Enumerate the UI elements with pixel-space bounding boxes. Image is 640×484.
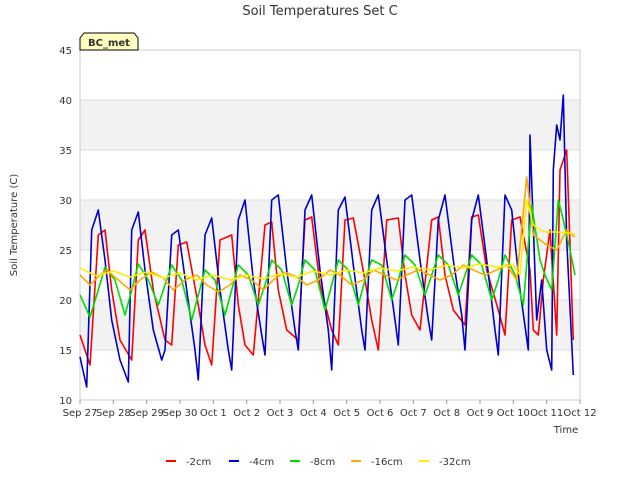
x-axis-label: Time (553, 425, 578, 436)
y-tick-label: 25 (59, 246, 72, 257)
legend: -2cm -4cm -8cm -16cm -32cm (166, 457, 471, 468)
x-tick-label: Sep 28 (96, 408, 131, 419)
series-line--2cm (79, 149, 575, 366)
x-tick-label: Oct 6 (367, 408, 394, 419)
legend-label--8cm: -8cm (310, 457, 335, 468)
legend-label--16cm: -16cm (371, 457, 403, 468)
x-tick-label: Oct 8 (433, 408, 460, 419)
x-tick-label: Oct 3 (267, 408, 294, 419)
x-tick-label: Oct 1 (200, 408, 227, 419)
x-tick-label: Oct 2 (233, 408, 260, 419)
plot-frame (79, 49, 581, 401)
station-label-box: BC_met (79, 32, 139, 51)
y-tick-label: 20 (59, 296, 72, 307)
series-line--32cm (79, 199, 576, 281)
y-axis-label: Soil Temperature (C) (9, 174, 20, 277)
x-tick-label: Oct 12 (563, 408, 596, 419)
x-tick-label: Sep 27 (63, 408, 98, 419)
x-tick-label: Oct 4 (300, 408, 327, 419)
x-tick-label: Oct 7 (400, 408, 427, 419)
legend-label--32cm: -32cm (439, 457, 471, 468)
station-label-shape (79, 32, 139, 51)
station-label: BC_met (88, 38, 130, 49)
y-axis-ticks: 10 15 20 25 30 35 40 45 (59, 46, 72, 407)
plot-bands (80, 100, 580, 350)
x-tick-label: Sep 29 (129, 408, 164, 419)
y-tick-label: 10 (59, 396, 72, 407)
chart-title: Soil Temperatures Set C (242, 4, 397, 19)
series-line--4cm (79, 94, 575, 388)
x-tick-label: Oct 11 (530, 408, 563, 419)
series-lines (79, 94, 576, 388)
y-tick-label: 35 (59, 146, 72, 157)
x-tick-label: Oct 9 (467, 408, 494, 419)
y-tick-label: 40 (59, 96, 72, 107)
x-tick-label: Sep 30 (163, 408, 198, 419)
plot-band (80, 200, 580, 250)
x-tick-label: Oct 10 (497, 408, 530, 419)
legend-label--2cm: -2cm (186, 457, 211, 468)
legend-label--4cm: -4cm (249, 457, 274, 468)
plot-band (80, 100, 580, 150)
y-tick-label: 30 (59, 196, 72, 207)
y-tick-label: 45 (59, 46, 72, 57)
x-tick-label: Oct 5 (333, 408, 360, 419)
y-tick-label: 15 (59, 346, 72, 357)
